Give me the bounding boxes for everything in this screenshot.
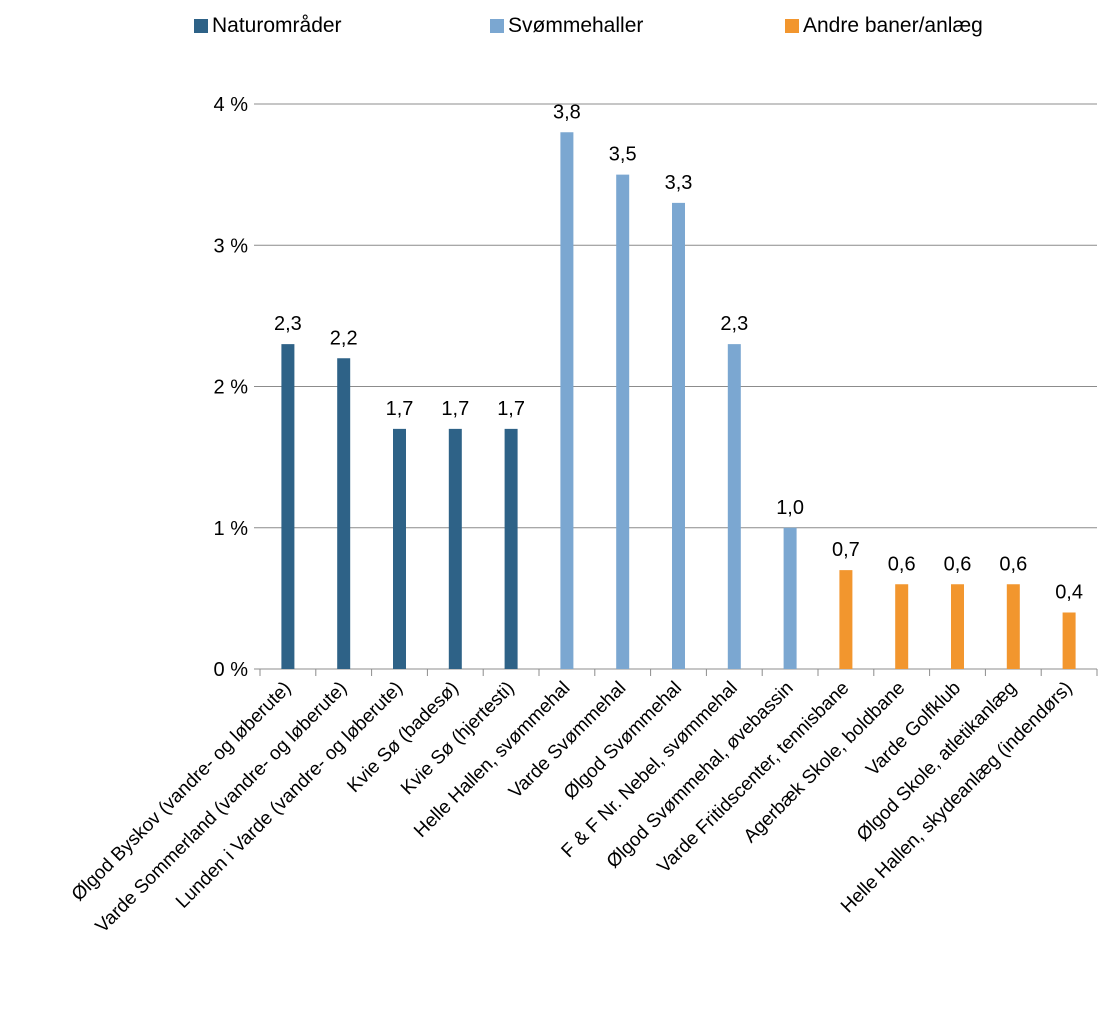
- x-axis: [259, 669, 1098, 676]
- y-tick-label-4: 4 %: [214, 94, 249, 116]
- bar-1-7: [672, 202, 685, 669]
- bar-0-1: [337, 358, 351, 669]
- x-category-label-0: Ølgod Byskov (vandre- og løberute): [68, 678, 296, 906]
- legend-label-andre-baner: Andre baner/anlæg: [803, 14, 983, 37]
- x-axis-category-labels: Ølgod Byskov (vandre- og løberute)Varde …: [68, 678, 1077, 938]
- bar-label-1-9: 1,0: [776, 497, 804, 519]
- bar-0-3: [448, 428, 462, 669]
- legend-swatch-svommehaller: [490, 19, 504, 33]
- y-tick-label-1: 1 %: [214, 518, 249, 540]
- y-tick-label-2: 2 %: [214, 377, 249, 399]
- bar-2-12: [951, 584, 964, 669]
- legend-item-andre-baner: Andre baner/anlæg: [785, 14, 983, 38]
- x-category-label-1: Varde Sommerland (vandre- og løberute): [92, 678, 352, 938]
- bar-0-4: [504, 428, 518, 669]
- bar-label-1-8: 2,3: [720, 313, 748, 335]
- bar-label-2-13: 0,6: [999, 553, 1027, 575]
- bar-label-2-12: 0,6: [944, 553, 972, 575]
- legend-label-svommehaller: Svømmehaller: [508, 14, 644, 37]
- x-category-label-2: Lunden i Varde (vandre- og løberute): [172, 678, 407, 913]
- bar-label-1-7: 3,3: [665, 172, 693, 194]
- bar-2-13: [1006, 584, 1020, 669]
- bar-label-2-14: 0,4: [1055, 582, 1083, 604]
- bar-0-2: [393, 428, 406, 669]
- legend: Naturområder Svømmehaller Andre baner/an…: [0, 14, 1099, 44]
- bar-label-0-1: 2,2: [330, 327, 358, 349]
- bar-2-11: [895, 584, 909, 669]
- y-tick-label-0: 0 %: [214, 659, 249, 681]
- bar-label-0-0: 2,3: [274, 313, 302, 335]
- bars: [281, 132, 1076, 669]
- bar-label-1-5: 3,8: [553, 101, 581, 123]
- bar-data-labels: 2,3 2,2 1,7 1,7 1,7 3,8 3,5 3,3 2,3 1,0 0,7 0,6 0,6 0…: [274, 101, 1083, 603]
- legend-swatch-naturomrader: [194, 19, 208, 33]
- legend-swatch-andre-baner: [785, 19, 799, 33]
- bar-label-2-11: 0,6: [888, 553, 916, 575]
- bar-1-8: [727, 344, 741, 669]
- bar-0-0: [281, 344, 295, 669]
- legend-item-svommehaller: Svømmehaller: [490, 14, 643, 38]
- bar-label-0-4: 1,7: [497, 398, 525, 420]
- y-axis-tick-labels: 0 % 1 % 2 % 3 % 4 %: [214, 94, 249, 681]
- bar-2-10: [839, 570, 853, 669]
- bar-1-6: [616, 174, 630, 669]
- bar-label-0-3: 1,7: [441, 398, 469, 420]
- bar-label-1-6: 3,5: [609, 144, 637, 166]
- legend-label-naturomrader: Naturområder: [212, 14, 342, 37]
- bar-1-5: [560, 132, 574, 669]
- legend-item-naturomrader: Naturområder: [194, 14, 342, 38]
- bar-2-14: [1062, 612, 1076, 669]
- bar-label-0-2: 1,7: [386, 398, 414, 420]
- y-tick-label-3: 3 %: [214, 235, 249, 257]
- bar-label-2-10: 0,7: [832, 539, 860, 561]
- bar-1-9: [783, 527, 797, 669]
